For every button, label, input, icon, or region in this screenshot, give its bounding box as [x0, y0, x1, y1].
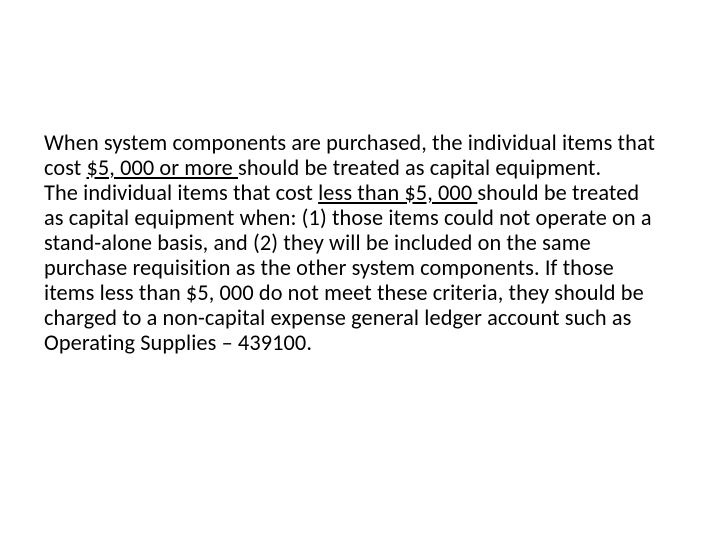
- body-text-block: When system components are purchased, th…: [44, 131, 658, 356]
- p1-run3: should be treated as capital equipment.: [238, 154, 601, 181]
- paragraph-1: When system components are purchased, th…: [44, 131, 658, 181]
- paragraph-2: The individual items that cost less than…: [44, 181, 658, 356]
- p2-run3: should be treated as capital equipment w…: [44, 179, 652, 356]
- slide: When system components are purchased, th…: [0, 0, 720, 540]
- p2-run1: The individual items that cost: [44, 179, 318, 206]
- p1-run2-underlined: $5, 000 or more: [86, 154, 238, 181]
- p2-run2-underlined: less than $5, 000: [318, 179, 477, 206]
